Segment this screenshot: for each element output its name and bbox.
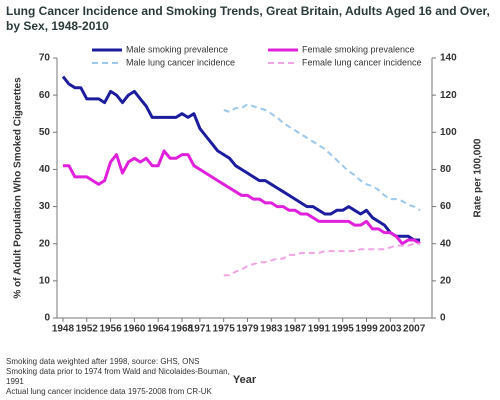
y2-tick-label: 0 (440, 313, 446, 324)
x-tick-label: 1983 (260, 324, 283, 335)
x-tick-label: 1960 (123, 324, 146, 335)
y-tick-label: 30 (39, 201, 51, 212)
x-tick-label: 1948 (52, 324, 75, 335)
y-axis-label: % of Adult Population Who Smoked Cigaret… (13, 77, 24, 299)
y-tick-label: 50 (39, 127, 51, 138)
note: Smoking data weighted after 1998, source… (6, 357, 200, 366)
x-tick-label: 1956 (99, 324, 122, 335)
legend-label: Female lung cancer incidence (302, 57, 422, 67)
x-tick-label: 1952 (76, 324, 99, 335)
series-line (61, 75, 421, 242)
y-tick-label: 60 (39, 90, 51, 101)
x-tick-label: 1968 (171, 324, 194, 335)
series-line (63, 149, 421, 246)
legend-label: Male lung cancer incidence (126, 57, 235, 67)
series-line (223, 242, 421, 277)
x-tick-label: 2007 (403, 324, 426, 335)
notes: Smoking data weighted after 1998, source… (6, 357, 246, 397)
x-tick-label: 1975 (213, 324, 236, 335)
x-tick-label: 2003 (379, 324, 402, 335)
x-tick-label: 1964 (147, 324, 170, 335)
y-tick-label: 20 (39, 238, 51, 249)
x-tick-label: 1999 (355, 324, 378, 335)
y2-tick-label: 20 (440, 275, 452, 286)
y-tick-label: 40 (39, 164, 51, 175)
y2-tick-label: 60 (440, 201, 452, 212)
x-tick-label: 1979 (236, 324, 259, 335)
x-axis-label: Year (233, 374, 257, 386)
note: Actual lung cancer incidence data 1975-2… (6, 387, 212, 396)
y2-tick-label: 40 (440, 238, 452, 249)
legend-label: Female smoking prevalence (302, 44, 415, 54)
x-tick-label: 1991 (308, 324, 331, 335)
series-line (223, 103, 421, 212)
y2-tick-label: 100 (440, 127, 457, 138)
y2-axis-label: Rate per 100,000 (473, 138, 484, 217)
x-tick-label: 1995 (332, 324, 355, 335)
y2-tick-label: 80 (440, 164, 452, 175)
y-tick-label: 0 (44, 313, 50, 324)
note: Smoking data prior to 1974 from Wald and… (6, 367, 230, 386)
y-tick-label: 70 (39, 53, 51, 64)
y-tick-label: 10 (39, 275, 51, 286)
chart-title: Lung Cancer Incidence and Smoking Trends… (6, 4, 490, 33)
x-tick-label: 1971 (189, 324, 212, 335)
legend-label: Male smoking prevalence (126, 44, 228, 54)
y2-tick-label: 120 (440, 90, 457, 101)
x-tick-label: 1987 (284, 324, 307, 335)
y2-tick-label: 140 (440, 53, 457, 64)
